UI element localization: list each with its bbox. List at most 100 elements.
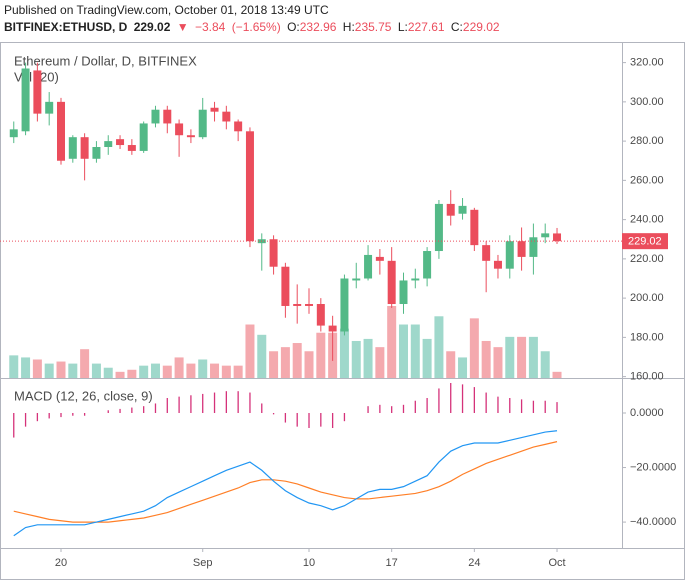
volume-bar bbox=[434, 316, 444, 378]
candle-body bbox=[340, 278, 349, 332]
volume-bar bbox=[174, 357, 184, 378]
candle-body bbox=[68, 137, 77, 159]
volume-bar bbox=[458, 357, 468, 378]
candle-body bbox=[269, 239, 278, 267]
volume-bar bbox=[316, 332, 326, 378]
volume-bar bbox=[162, 365, 172, 378]
x-tick-label: Sep bbox=[193, 557, 213, 569]
candle-body bbox=[423, 251, 432, 279]
volume-bar bbox=[398, 324, 408, 378]
ohlc-label: L: bbox=[397, 20, 408, 34]
y-tick-label: 240.00 bbox=[630, 214, 664, 226]
down-arrow: ▼ bbox=[176, 20, 189, 34]
high: 235.75 bbox=[354, 20, 392, 34]
candle-body bbox=[186, 135, 195, 138]
volume-bar bbox=[127, 369, 137, 378]
candle-body bbox=[505, 241, 514, 269]
candle-body bbox=[375, 256, 384, 261]
y-tick-label: 220.00 bbox=[630, 253, 664, 265]
volume-bar bbox=[269, 351, 279, 378]
x-tick-label: 17 bbox=[386, 557, 398, 569]
candle-body bbox=[127, 145, 136, 151]
volume-bar bbox=[387, 306, 397, 378]
candle-body bbox=[470, 209, 479, 246]
candle-body bbox=[387, 260, 396, 305]
volume-bar bbox=[198, 359, 208, 378]
volume-bar bbox=[469, 318, 479, 378]
candle-body bbox=[80, 137, 89, 159]
candle-body bbox=[104, 141, 113, 147]
last-price-box bbox=[622, 233, 668, 250]
volume-bar bbox=[139, 365, 149, 378]
volume-bar bbox=[9, 355, 19, 378]
volume-bar bbox=[56, 361, 66, 378]
ohlc-label: H: bbox=[342, 20, 355, 34]
volume-bar bbox=[363, 338, 373, 378]
macd-signal-line bbox=[13, 441, 558, 523]
y-tick-label: 0.0000 bbox=[630, 407, 664, 419]
candle-body bbox=[57, 101, 65, 161]
volume-bar bbox=[505, 336, 515, 378]
x-tick-label: 24 bbox=[468, 557, 480, 569]
candle-body bbox=[163, 109, 172, 124]
volume-bar bbox=[80, 349, 90, 378]
candle-body bbox=[411, 278, 420, 281]
candle-body bbox=[21, 68, 30, 132]
volume-bar bbox=[115, 371, 125, 378]
candle-body bbox=[541, 233, 550, 238]
candle-body bbox=[399, 280, 408, 305]
volume-bar bbox=[422, 338, 432, 378]
volume-bar bbox=[210, 363, 220, 378]
y-tick-label: 280.00 bbox=[630, 135, 664, 147]
volume-bar bbox=[44, 363, 54, 378]
y-tick-label: 200.00 bbox=[630, 292, 664, 304]
change: −3.84 bbox=[194, 20, 226, 34]
volume-bar bbox=[21, 357, 31, 378]
candle-body bbox=[352, 278, 361, 281]
candle-body bbox=[139, 123, 148, 151]
candle-body bbox=[458, 205, 467, 214]
volume-bar bbox=[221, 365, 231, 378]
volume-bar bbox=[186, 363, 196, 378]
symbol: BITFINEX:ETHUSD, D bbox=[4, 20, 128, 34]
header: Published on TradingView.com, October 01… bbox=[4, 2, 503, 36]
volume-bar bbox=[552, 371, 562, 378]
candle-body bbox=[9, 129, 18, 138]
candle-body bbox=[293, 304, 302, 306]
change-pct: (−1.65%) bbox=[231, 20, 281, 34]
chart-title: Ethereum / Dollar, D, BITFINEX bbox=[14, 53, 197, 68]
volume-bar bbox=[540, 351, 550, 378]
candle-body bbox=[493, 260, 502, 269]
volume-bar bbox=[517, 336, 527, 378]
candle-body bbox=[198, 109, 207, 138]
volume-bar bbox=[257, 334, 267, 378]
x-tick-label: Oct bbox=[548, 557, 565, 569]
volume-bar bbox=[68, 363, 78, 378]
candle-body bbox=[33, 70, 42, 114]
volume-bar bbox=[233, 365, 243, 378]
x-tick-label: 20 bbox=[55, 557, 67, 569]
candle-body bbox=[210, 107, 219, 112]
candle-body bbox=[553, 233, 562, 242]
candle-body bbox=[316, 304, 325, 326]
volume-bar bbox=[280, 347, 290, 378]
last-price: 229.02 bbox=[133, 20, 171, 34]
low: 227.61 bbox=[407, 20, 445, 34]
y-tick-label: −40.0000 bbox=[630, 516, 676, 528]
ohlc-label: C: bbox=[450, 20, 463, 34]
candle-body bbox=[116, 139, 125, 146]
volume-bar bbox=[292, 343, 302, 378]
volume-bar bbox=[32, 359, 42, 378]
y-tick-label: 180.00 bbox=[630, 331, 664, 343]
volume-bar bbox=[245, 324, 255, 378]
candle-body bbox=[245, 131, 254, 242]
candle-body bbox=[305, 304, 314, 306]
volume-bar bbox=[351, 340, 361, 378]
candle-body bbox=[45, 101, 54, 114]
open: 232.96 bbox=[299, 20, 337, 34]
volume-bar bbox=[410, 324, 420, 378]
candle-body bbox=[517, 241, 526, 257]
volume-bar bbox=[150, 363, 160, 378]
